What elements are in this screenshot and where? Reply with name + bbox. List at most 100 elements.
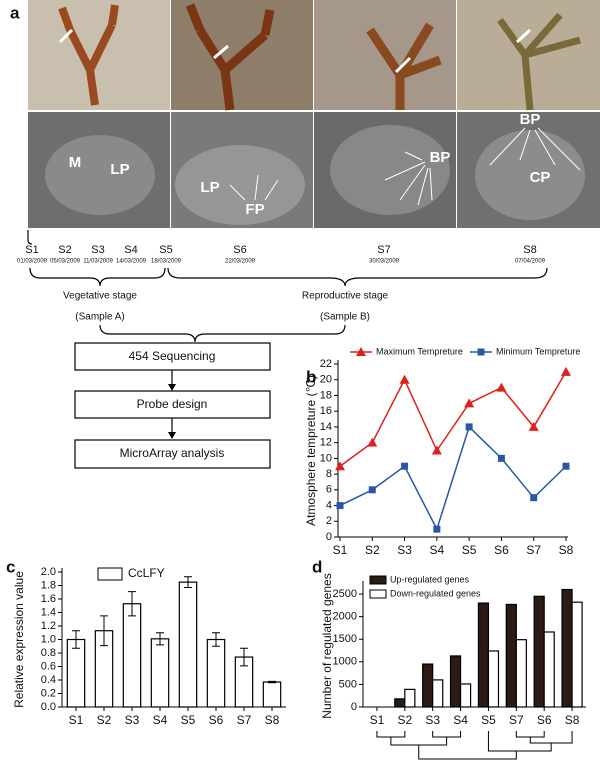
bar bbox=[561, 588, 573, 708]
phase-name: Reproductive stage bbox=[302, 291, 389, 302]
sem-arrows bbox=[229, 127, 581, 206]
legend-label: Down-regulated genes bbox=[390, 588, 481, 598]
error-bar bbox=[184, 576, 192, 589]
bar bbox=[422, 663, 434, 708]
y-tick-label: 0.2 bbox=[41, 687, 56, 699]
y-tick-label: 2500 bbox=[333, 588, 357, 600]
y-axis-label: Atmosphere tempreture (℃) bbox=[304, 375, 318, 526]
point bbox=[497, 454, 505, 462]
x-tick-label: S7 bbox=[509, 713, 524, 727]
stage-date: 01/03/2009 bbox=[17, 259, 48, 265]
x-tick-label: S8 bbox=[559, 543, 574, 557]
bar bbox=[459, 683, 472, 708]
legend-label: Up-regulated genes bbox=[390, 574, 470, 584]
y-tick-label: 10 bbox=[320, 452, 332, 464]
line bbox=[339, 425, 567, 532]
x-tick-label: S2 bbox=[397, 713, 412, 727]
bar bbox=[432, 679, 444, 708]
x-tick-label: S7 bbox=[526, 543, 541, 557]
bar bbox=[66, 638, 86, 708]
stage-date: 18/03/2009 bbox=[151, 259, 182, 265]
legend-marker bbox=[477, 348, 485, 356]
x-tick-label: S3 bbox=[125, 713, 140, 727]
y-tick-label: 8 bbox=[326, 468, 332, 480]
error-bar bbox=[100, 615, 108, 647]
y-tick-label: 0.6 bbox=[41, 660, 56, 672]
bar bbox=[404, 688, 416, 708]
image-label: FP bbox=[245, 201, 264, 218]
legend-swatch bbox=[369, 575, 387, 585]
x-tick-label: S2 bbox=[365, 543, 380, 557]
bar bbox=[262, 681, 282, 708]
x-tick-label: S8 bbox=[565, 713, 580, 727]
point bbox=[465, 423, 473, 431]
error-bar bbox=[156, 632, 164, 646]
y-tick-label: 500 bbox=[339, 678, 357, 690]
point bbox=[336, 502, 344, 510]
point bbox=[528, 421, 539, 431]
bar bbox=[515, 639, 527, 708]
y-tick-label: 1000 bbox=[333, 656, 357, 668]
y-tick-label: 1.6 bbox=[41, 593, 56, 605]
legend-label: Minimum Tempreture bbox=[496, 346, 580, 356]
x-tick-label: S3 bbox=[397, 543, 412, 557]
y-tick-label: 1500 bbox=[333, 633, 357, 645]
y-tick-label: 1.8 bbox=[41, 579, 56, 591]
x-tick-label: S2 bbox=[97, 713, 112, 727]
stage-date: 22/03/2009 bbox=[225, 259, 256, 265]
x-tick-label: S6 bbox=[494, 543, 509, 557]
flow-step: MicroArray analysis bbox=[120, 446, 225, 460]
y-tick-label: 0 bbox=[326, 531, 332, 543]
y-tick-label: 20 bbox=[320, 374, 332, 386]
stage-name: S2 bbox=[58, 244, 71, 256]
legend-marker bbox=[356, 347, 366, 356]
x-tick-label: S5 bbox=[481, 713, 496, 727]
line bbox=[339, 371, 567, 467]
point bbox=[399, 374, 410, 384]
error-bar bbox=[128, 591, 136, 617]
bar bbox=[571, 601, 583, 708]
bar bbox=[206, 638, 226, 708]
phase-sample: (Sample B) bbox=[320, 312, 370, 323]
image-label: LP bbox=[200, 179, 219, 196]
bar bbox=[533, 595, 545, 708]
y-tick-label: 22 bbox=[320, 358, 332, 370]
x-tick-label: S7 bbox=[237, 713, 252, 727]
bar bbox=[178, 581, 198, 708]
error-bar bbox=[212, 632, 220, 647]
image-label: BP bbox=[520, 111, 541, 128]
bar bbox=[487, 650, 500, 708]
bar bbox=[543, 631, 555, 708]
point bbox=[368, 486, 376, 494]
y-tick-label: 1.4 bbox=[41, 606, 56, 618]
stage-name: S8 bbox=[523, 244, 536, 256]
y-tick-label: 4 bbox=[326, 499, 332, 511]
legend-swatch bbox=[369, 589, 387, 599]
y-tick-label: 0.4 bbox=[41, 674, 56, 686]
stage-name: S4 bbox=[124, 244, 137, 256]
panel-label: a bbox=[10, 3, 20, 22]
point bbox=[401, 462, 409, 470]
bar bbox=[505, 603, 517, 708]
stage-name: S3 bbox=[91, 244, 104, 256]
point bbox=[561, 366, 571, 376]
bar bbox=[449, 655, 462, 708]
phase-name: Vegetative stage bbox=[63, 291, 137, 302]
stage-date: 11/03/2009 bbox=[83, 259, 113, 265]
panel-label: b bbox=[306, 367, 316, 386]
x-tick-label: S4 bbox=[453, 713, 468, 727]
y-tick-label: 1.0 bbox=[41, 633, 56, 645]
y-tick-label: 16 bbox=[320, 405, 332, 417]
point bbox=[530, 494, 538, 502]
x-tick-label: S5 bbox=[462, 543, 477, 557]
y-axis-label: Relative expression value bbox=[12, 571, 26, 708]
flow-arrowheads bbox=[168, 384, 176, 439]
y-tick-label: 2.0 bbox=[41, 566, 56, 578]
dendrogram bbox=[376, 731, 573, 760]
x-tick-label: S1 bbox=[69, 713, 84, 727]
y-tick-label: 1.2 bbox=[41, 620, 56, 632]
bar bbox=[477, 602, 490, 708]
photo-row bbox=[28, 0, 600, 111]
flow-boxes bbox=[74, 342, 271, 469]
